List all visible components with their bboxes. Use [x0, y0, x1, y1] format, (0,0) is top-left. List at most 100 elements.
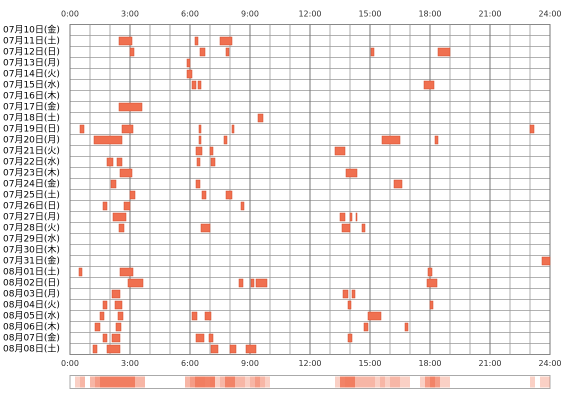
density-cell	[355, 376, 360, 388]
interval-bar	[367, 311, 382, 321]
interval-bar	[117, 311, 124, 321]
density-cell	[390, 376, 395, 388]
density-cell	[200, 376, 205, 388]
row-label: 07月26日(日)	[3, 201, 60, 212]
interval-bar	[334, 146, 346, 156]
density-cell	[245, 376, 250, 388]
row-label: 07月18日(土)	[3, 112, 60, 124]
interval-bar	[404, 322, 409, 332]
density-cell	[430, 376, 435, 388]
interval-bar	[195, 179, 201, 189]
density-cell	[445, 376, 450, 388]
interval-bar	[434, 135, 439, 145]
row-label: 08月06日(木)	[3, 321, 60, 333]
density-cell	[255, 376, 260, 388]
row-label: 07月16日(木)	[3, 90, 60, 102]
interval-bar	[118, 223, 125, 233]
density-cell	[210, 376, 215, 388]
interval-bar	[349, 212, 353, 222]
interval-bar	[186, 69, 193, 79]
row-label: 07月22日(水)	[3, 156, 60, 168]
interval-bar	[204, 311, 212, 321]
density-cell	[125, 376, 130, 388]
row-label: 08月03日(月)	[3, 289, 60, 300]
x-tick-label-top: 0:00	[61, 10, 79, 19]
interval-bar	[257, 113, 264, 123]
x-tick-label-top: 12:00	[298, 10, 321, 19]
interval-bar	[529, 124, 535, 134]
interval-bar	[355, 212, 358, 222]
interval-bar	[94, 322, 101, 332]
interval-bar	[370, 47, 375, 57]
density-cell	[235, 376, 240, 388]
density-cell	[130, 376, 135, 388]
interval-bar	[115, 322, 122, 332]
interval-bar	[240, 201, 245, 211]
interval-bar	[342, 289, 349, 299]
x-tick-label-bottom: 24:00	[538, 359, 561, 368]
x-tick-label-top: 24:00	[538, 10, 561, 19]
density-cell	[350, 376, 355, 388]
interval-bar	[225, 47, 230, 57]
interval-bar	[195, 333, 205, 343]
interval-bar	[119, 267, 134, 277]
density-cell	[385, 376, 390, 388]
interval-bar	[194, 36, 199, 46]
interval-bar	[429, 300, 434, 310]
row-label: 07月17日(金)	[3, 101, 60, 113]
row-label: 07月20日(月)	[3, 135, 60, 146]
density-cell	[340, 376, 345, 388]
interval-bar	[99, 311, 105, 321]
density-cell	[190, 376, 195, 388]
interval-bar	[427, 267, 433, 277]
interval-bar	[201, 190, 207, 200]
density-cell	[395, 376, 400, 388]
density-cell	[100, 376, 105, 388]
x-tick-label-bottom: 18:00	[418, 359, 441, 368]
interval-bar	[198, 124, 202, 134]
density-cell	[140, 376, 145, 388]
interval-bar	[225, 190, 233, 200]
density-cell	[530, 376, 535, 388]
density-cell	[120, 376, 125, 388]
density-cell	[365, 376, 370, 388]
density-cell	[220, 376, 225, 388]
density-cell	[80, 376, 85, 388]
interval-bar	[437, 47, 451, 57]
density-cell	[545, 376, 550, 388]
density-cell	[260, 376, 265, 388]
interval-bar	[339, 212, 346, 222]
interval-bar	[541, 256, 551, 266]
interval-bar	[102, 333, 108, 343]
interval-bar	[129, 190, 136, 200]
row-label: 07月24日(金)	[3, 178, 60, 190]
interval-bar	[78, 267, 83, 277]
interval-bar	[229, 344, 237, 354]
interval-bar	[208, 333, 214, 343]
x-tick-label-bottom: 3:00	[121, 359, 139, 368]
interval-bar	[210, 157, 216, 167]
interval-bar	[238, 278, 244, 288]
density-cell	[135, 376, 140, 388]
density-cell	[240, 376, 245, 388]
x-tick-label-top: 21:00	[478, 10, 501, 19]
density-cell	[440, 376, 445, 388]
interval-bar	[351, 289, 356, 299]
interval-bar	[92, 344, 98, 354]
interval-bar	[219, 36, 233, 46]
interval-bar	[79, 124, 85, 134]
row-label: 07月10日(金)	[3, 24, 60, 36]
density-cell	[435, 376, 440, 388]
interval-bar	[200, 223, 211, 233]
density-cell	[400, 376, 405, 388]
row-label: 08月02日(日)	[3, 278, 60, 289]
density-cell	[345, 376, 350, 388]
x-tick-label-top: 15:00	[358, 10, 381, 19]
row-label: 07月12日(日)	[3, 47, 60, 58]
density-cell	[230, 376, 235, 388]
density-cell	[185, 376, 190, 388]
interval-bar	[116, 157, 123, 167]
interval-bar	[381, 135, 401, 145]
density-cell	[380, 376, 385, 388]
